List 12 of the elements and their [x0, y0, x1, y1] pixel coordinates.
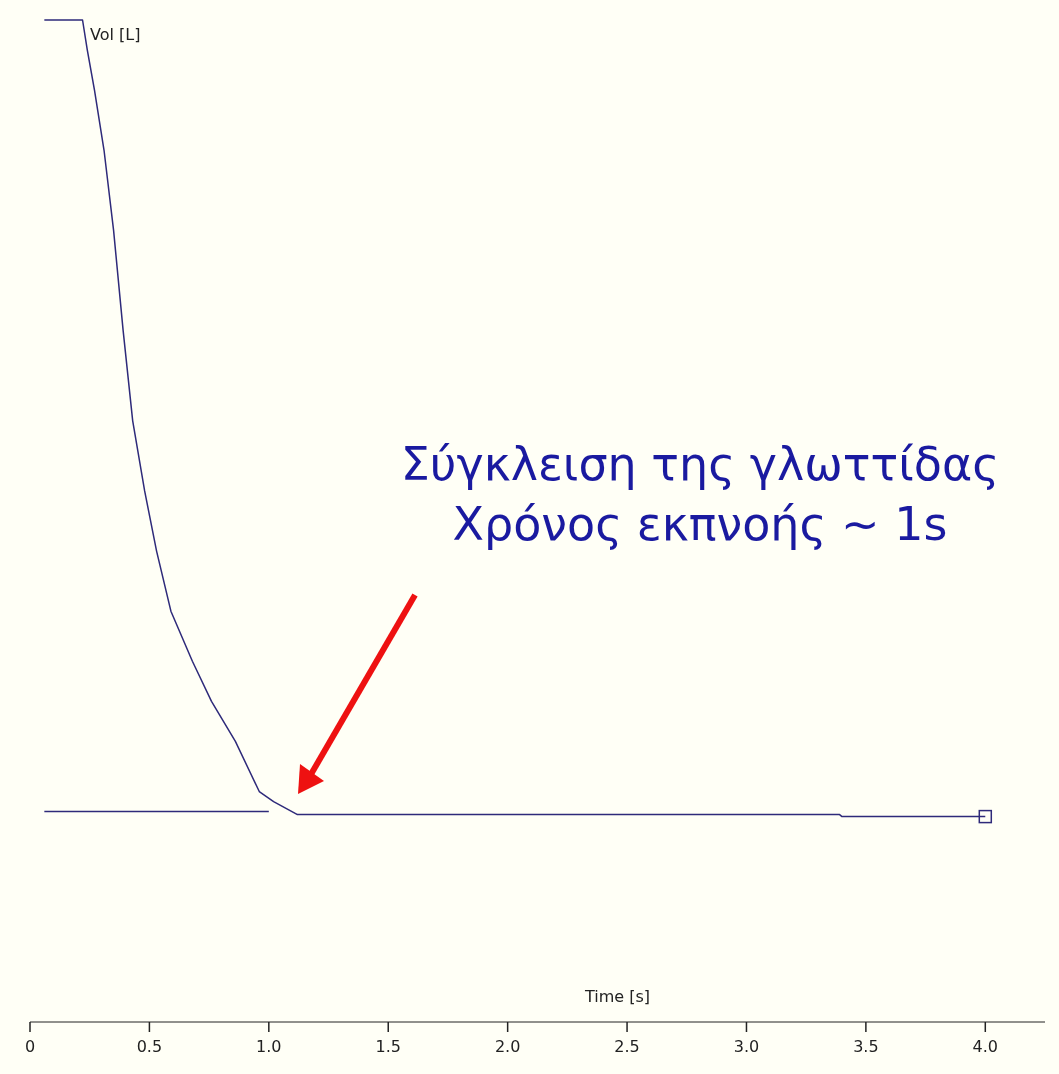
x-axis-title: Time [s] — [583, 987, 651, 1006]
x-tick-label: 3.5 — [853, 1037, 879, 1056]
x-tick-label: 3.0 — [733, 1037, 760, 1056]
x-tick-label: 1.5 — [375, 1037, 401, 1056]
y-axis-title: Vol [L] — [90, 25, 141, 44]
x-tick-label: 2.0 — [494, 1037, 521, 1056]
x-tick-label: 0.5 — [136, 1037, 163, 1056]
x-tick-label: 0 — [24, 1037, 36, 1056]
x-tick-label: 2.5 — [614, 1037, 640, 1056]
x-tick-label: 1.0 — [256, 1037, 282, 1056]
annotation: Σύγκλειση της γλωττίδας Χρόνος εκπνοής ~ 1s — [400, 437, 1000, 551]
x-tick-label: 4.0 — [972, 1037, 999, 1056]
